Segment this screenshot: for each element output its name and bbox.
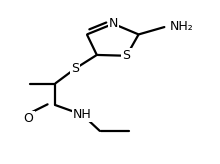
Text: NH: NH xyxy=(73,108,92,121)
Text: S: S xyxy=(71,62,79,75)
Text: O: O xyxy=(24,112,33,125)
Text: N: N xyxy=(109,17,118,30)
Text: NH₂: NH₂ xyxy=(169,20,193,33)
Text: S: S xyxy=(123,49,130,62)
